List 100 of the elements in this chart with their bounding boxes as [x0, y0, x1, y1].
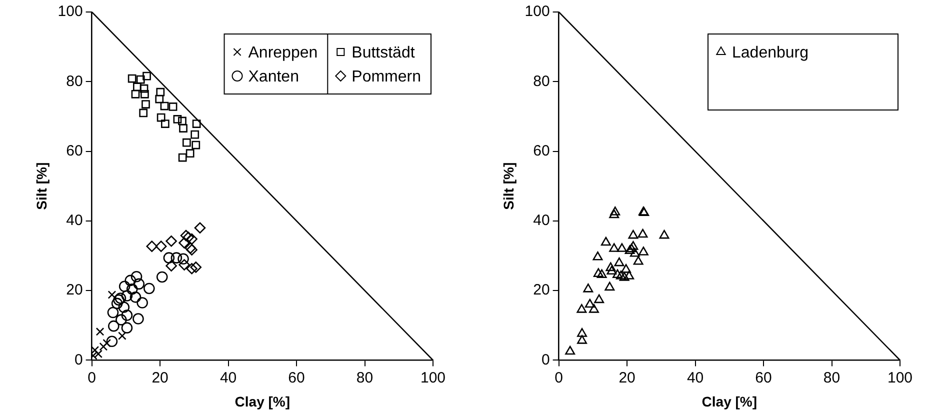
point	[192, 140, 200, 150]
point	[108, 290, 116, 299]
point	[160, 102, 169, 110]
point	[179, 124, 188, 132]
point	[155, 240, 167, 252]
point	[624, 270, 634, 280]
legend-label: Buttstädt	[352, 44, 416, 62]
legend-label: Xanten	[248, 68, 299, 86]
point	[628, 230, 638, 239]
point	[140, 90, 149, 98]
point	[124, 274, 136, 286]
point	[606, 262, 616, 272]
point	[168, 102, 178, 111]
point	[612, 269, 622, 278]
point	[609, 209, 620, 218]
point	[156, 88, 165, 96]
point	[186, 233, 198, 245]
point	[178, 116, 186, 126]
legend-label: Pommern	[352, 68, 422, 86]
point	[118, 332, 126, 340]
y-axis-title: Silt [%]	[33, 162, 50, 210]
point	[638, 246, 648, 256]
point	[180, 230, 192, 242]
point	[584, 298, 595, 308]
point	[178, 253, 189, 265]
x-tick-label: 40	[220, 369, 237, 386]
point	[142, 72, 151, 80]
point	[107, 306, 119, 318]
point	[96, 327, 104, 336]
point	[616, 243, 627, 252]
point	[619, 272, 630, 281]
x-tick-label: 80	[823, 369, 840, 386]
point	[121, 322, 133, 334]
y-tick-label: 80	[66, 72, 83, 90]
point	[600, 236, 611, 246]
point	[192, 120, 201, 128]
x-tick-label: 60	[288, 369, 305, 386]
point	[606, 266, 617, 275]
point	[588, 304, 599, 313]
point	[633, 256, 644, 265]
point	[186, 149, 194, 158]
y-tick-label: 0	[541, 351, 550, 368]
y-tick-label: 20	[533, 282, 550, 299]
y-tick-label: 0	[74, 351, 83, 368]
point	[106, 336, 118, 348]
point	[118, 280, 130, 292]
point	[118, 302, 130, 313]
point	[132, 313, 144, 324]
point	[638, 228, 648, 238]
point	[190, 262, 202, 273]
x-tick-label: 80	[356, 369, 374, 386]
point	[130, 270, 142, 282]
x-tick-label: 100	[887, 369, 913, 386]
x-axis-title: Clay [%]	[234, 393, 290, 410]
point	[628, 241, 638, 250]
point	[116, 314, 127, 326]
point	[178, 153, 187, 162]
x-tick-label: 0	[88, 369, 96, 386]
y-tick-label: 60	[533, 142, 550, 160]
point	[163, 252, 175, 264]
point	[659, 230, 670, 239]
point	[131, 90, 140, 98]
point	[166, 260, 177, 272]
y-tick-label: 40	[533, 212, 550, 230]
point	[136, 75, 145, 84]
point	[609, 243, 620, 252]
point	[186, 262, 198, 274]
point	[594, 294, 604, 304]
point	[624, 245, 635, 254]
point	[178, 259, 190, 270]
point	[160, 120, 170, 128]
point	[155, 94, 164, 104]
point	[565, 346, 576, 355]
point	[139, 108, 148, 118]
x-axis-title: Clay [%]	[702, 393, 758, 410]
point	[173, 115, 182, 124]
point	[170, 252, 182, 264]
x-tick-label: 20	[152, 369, 168, 386]
point	[576, 304, 587, 313]
x-tick-label: 40	[686, 369, 704, 386]
point	[610, 206, 620, 216]
point	[621, 264, 632, 273]
point	[156, 113, 166, 122]
point	[146, 240, 158, 252]
point	[130, 292, 142, 303]
point	[108, 320, 120, 332]
point	[126, 284, 138, 295]
y-tick-label: 60	[66, 142, 83, 160]
point	[182, 138, 191, 147]
point	[121, 290, 133, 302]
legend-label: Anreppen	[248, 44, 318, 62]
y-tick-label: 80	[533, 72, 550, 90]
point	[596, 269, 607, 278]
y-tick-label: 20	[66, 282, 83, 299]
point	[128, 74, 136, 83]
point	[166, 235, 177, 247]
point	[136, 297, 148, 308]
point	[592, 251, 603, 260]
y-axis-title: Silt [%]	[500, 162, 516, 210]
point	[577, 328, 588, 337]
